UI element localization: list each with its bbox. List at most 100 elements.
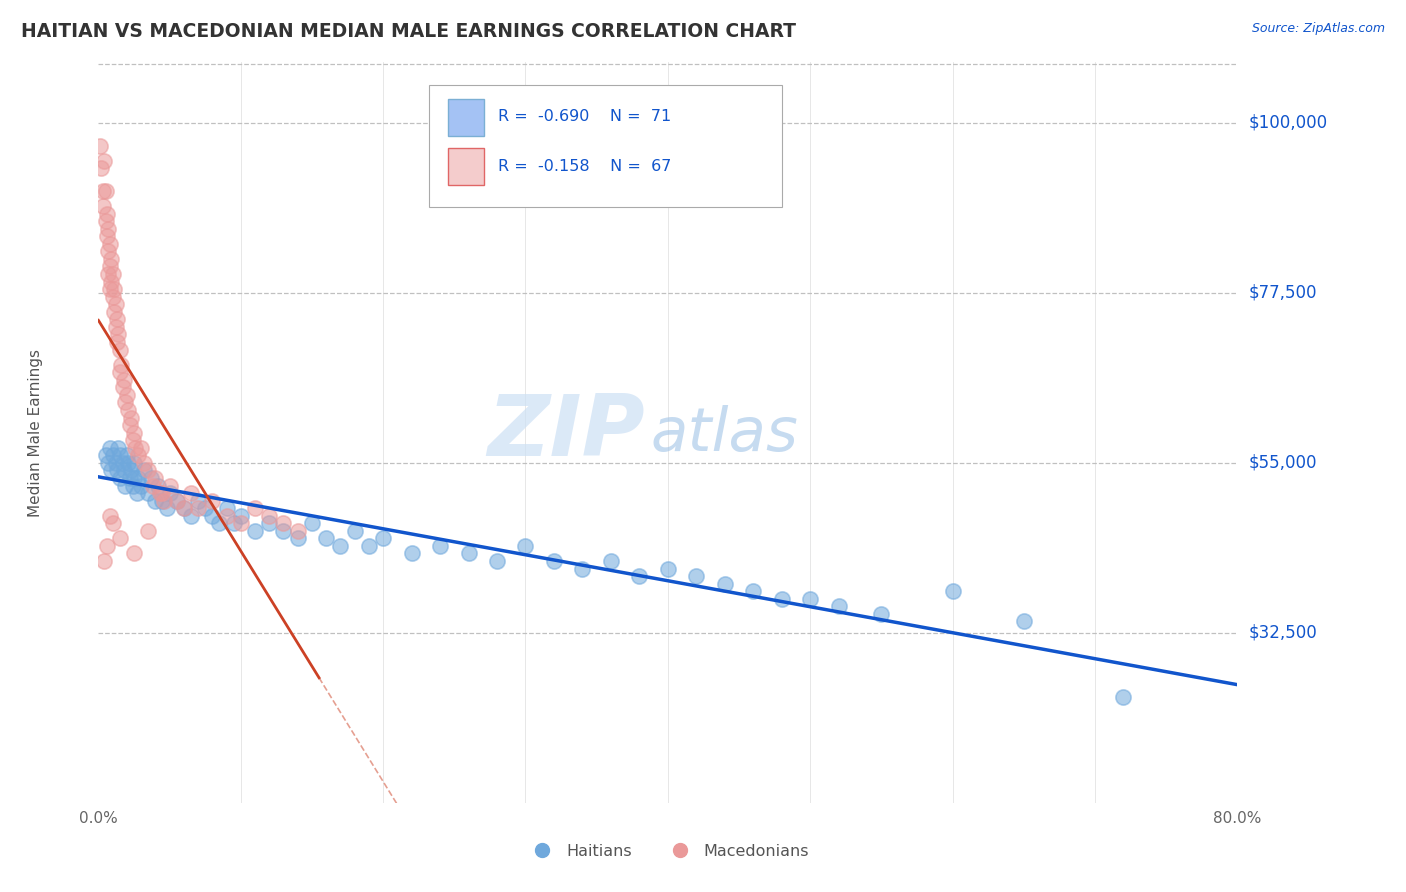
Point [180,508,202,523]
Point [159,486,181,500]
Point [100,275,122,289]
Point [136,524,159,538]
Point [117,403,139,417]
Point [401,547,423,561]
Point [108,365,131,379]
Point [486,554,509,568]
Point [122,547,145,561]
Point [104,297,127,311]
Point [120,463,142,477]
Legend: Haitians, Macedonians: Haitians, Macedonians [520,838,815,865]
Point [118,418,141,433]
Point [94,214,117,228]
Text: Median Male Earnings: Median Male Earnings [28,349,44,516]
Point [543,554,565,568]
Point [96,206,118,220]
Point [118,471,141,485]
Point [94,448,117,462]
Point [343,524,366,538]
Point [173,501,195,516]
Point [107,327,129,342]
Text: R =  -0.690    N =  71: R = -0.690 N = 71 [498,109,672,124]
Point [870,607,893,621]
Point [93,554,115,568]
FancyBboxPatch shape [449,99,485,136]
Point [159,478,181,492]
Point [1012,615,1035,629]
Point [770,591,793,606]
Point [108,471,131,485]
Point [117,456,139,470]
Point [243,524,266,538]
Point [208,516,231,531]
Point [129,478,152,492]
Point [103,304,125,318]
Text: ZIP: ZIP [488,391,645,475]
Point [148,478,170,492]
Point [107,441,129,455]
Point [129,441,152,455]
Point [357,539,380,553]
Point [152,493,174,508]
Point [112,463,135,477]
Text: $100,000: $100,000 [1249,114,1327,132]
Point [194,501,217,516]
Point [108,532,131,546]
Point [215,508,238,523]
Point [515,539,537,553]
Point [571,561,593,575]
Point [108,448,131,462]
Point [187,493,209,508]
Point [315,532,337,546]
Point [243,501,266,516]
Point [122,425,145,440]
Point [122,471,145,485]
Point [628,569,651,583]
Point [201,493,224,508]
Point [139,471,162,485]
Point [120,410,142,425]
Point [141,478,163,492]
Point [373,532,395,546]
Point [97,221,120,235]
Point [93,153,115,168]
Point [104,456,127,470]
Point [90,161,112,176]
Point [121,433,143,447]
Point [125,486,148,500]
Point [685,569,707,583]
Point [180,486,202,500]
Point [94,184,117,198]
Point [121,478,143,492]
Point [259,516,281,531]
Point [115,388,138,402]
Point [127,471,149,485]
Point [97,244,120,259]
Point [101,290,124,304]
Point [101,448,124,462]
Point [98,260,121,274]
Point [657,561,679,575]
Point [273,524,295,538]
Point [152,486,174,500]
Point [799,591,821,606]
Point [166,493,188,508]
Text: $32,500: $32,500 [1249,624,1317,642]
Point [111,456,134,470]
FancyBboxPatch shape [449,147,485,185]
Point [600,554,623,568]
Point [828,599,851,614]
Point [149,486,172,500]
Point [166,493,188,508]
Point [273,516,295,531]
Point [98,282,121,296]
Point [145,471,167,485]
Point [132,463,155,477]
Point [96,539,118,553]
Point [124,441,146,455]
Text: $77,500: $77,500 [1249,284,1317,301]
Text: atlas: atlas [651,405,799,465]
Point [89,138,111,153]
Point [104,319,127,334]
Point [103,282,125,296]
